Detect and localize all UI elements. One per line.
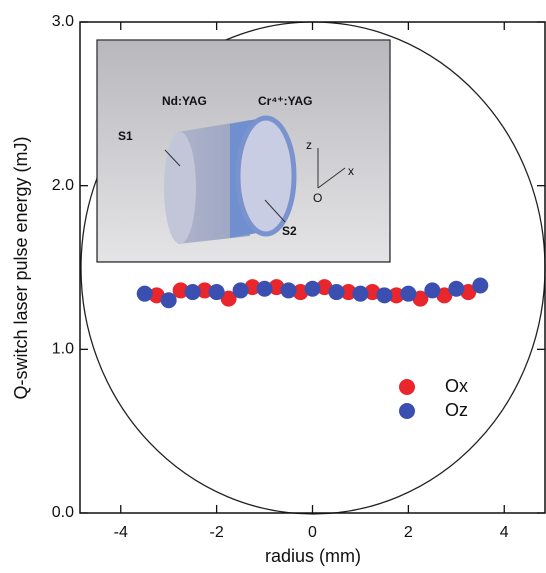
annotation: z [306,138,312,152]
point [184,284,201,301]
point [460,284,477,301]
y-tick-label: 3.0 [52,13,74,30]
annotation: x [348,164,354,178]
point [388,287,405,304]
x-axis-label: radius (mm) [265,546,361,566]
inset-photo: Nd:YAG Cr⁴⁺:YAG S1 S2 z x O [96,39,391,263]
x-tick-label: 4 [500,524,509,541]
point [148,287,165,304]
point [328,284,345,301]
point [436,287,453,304]
s1-pointer [164,149,181,167]
point [472,277,489,294]
point [208,284,225,301]
s1-face [164,132,196,244]
y-tick-label: 1.0 [52,341,74,358]
y-tick-label: 0.0 [52,504,74,521]
point [412,290,429,307]
point [340,284,357,301]
point [172,282,189,299]
point [364,284,381,301]
point [292,284,309,301]
annotation: O [313,191,322,205]
point [400,285,417,302]
y-tick-label: 2.0 [52,177,74,194]
point [424,282,441,299]
point [160,292,177,309]
point [448,280,465,297]
x-tick-label: -4 [114,524,128,541]
point [304,280,321,297]
legend-label: Ox [445,376,468,396]
point [244,279,261,296]
point [232,282,249,299]
y-axis-label: Q-switch laser pulse energy (mJ) [11,136,31,399]
annotation: Cr⁴⁺:YAG [258,94,313,108]
point [220,290,237,307]
annotation: Nd:YAG [162,94,207,108]
legend-marker [399,403,415,419]
annotation: S1 [118,129,133,143]
x-tick-label: -2 [210,524,224,541]
s2-pointer [264,199,286,223]
point [280,282,297,299]
point [352,285,369,302]
point [256,280,273,297]
x-tick-label: 0 [308,524,317,541]
annotation: S2 [282,224,297,238]
legend-label: Oz [445,400,468,420]
legend-marker [399,379,415,395]
x-tick-label: 2 [404,524,413,541]
point [268,279,285,296]
point [136,285,153,302]
point [376,287,393,304]
s2-face [235,115,297,237]
axis-x [317,167,346,189]
point [196,282,213,299]
point [316,279,333,296]
